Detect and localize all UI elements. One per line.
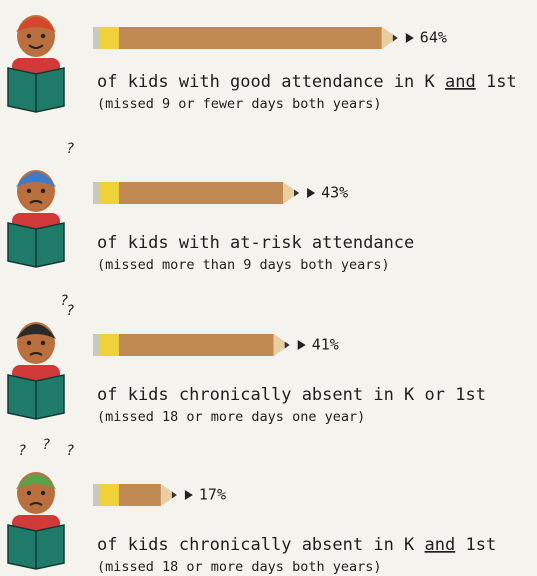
kid-figure (8, 472, 64, 569)
pencil-ferrule (93, 27, 99, 49)
kid-eye (41, 189, 45, 193)
pencil-band (97, 182, 119, 204)
category-note: (missed 18 or more days both years) (97, 559, 381, 575)
bar (97, 27, 382, 49)
kid-eye (27, 341, 31, 345)
category-note: (missed 18 or more days one year) (97, 409, 365, 425)
pencil-ferrule (93, 334, 99, 356)
label-part: of kids with good attendance in K (97, 72, 445, 92)
category-label: of kids with good attendance in K and 1s… (97, 72, 517, 92)
label-part: of kids chronically absent in K (97, 535, 425, 555)
question-mark: ? (66, 443, 74, 459)
label-part: 1st (455, 535, 496, 555)
value-arrow (307, 188, 315, 198)
label-part: 1st (476, 72, 517, 92)
underlined-word: and (445, 72, 476, 92)
value-arrow (406, 33, 414, 43)
pencil-lead (294, 190, 299, 197)
pencil-ferrule (93, 182, 99, 204)
pencil-band (97, 27, 119, 49)
pencil-lead (393, 35, 398, 42)
value-label: 41% (312, 336, 339, 354)
kid-eye (27, 491, 31, 495)
kid-eye (41, 34, 45, 38)
category-label: of kids with at-risk attendance (97, 233, 414, 253)
kid-eye (41, 341, 45, 345)
kid-figure (8, 170, 64, 267)
pencil-band (97, 484, 119, 506)
value-label: 17% (199, 486, 226, 504)
category-label: of kids chronically absent in K or 1st (97, 385, 486, 405)
underlined-word: and (425, 535, 456, 555)
kid-eye (41, 491, 45, 495)
question-mark: ? (42, 437, 50, 453)
question-mark: ? (18, 443, 26, 459)
question-mark: ? (66, 141, 74, 157)
infographic: 64% of kids with good attendance in K and… (0, 0, 537, 576)
category-note: (missed 9 or fewer days both years) (97, 96, 381, 112)
kid-figure (8, 322, 64, 419)
pencil-ferrule (93, 484, 99, 506)
value-arrow (185, 490, 193, 500)
value-arrow (298, 340, 306, 350)
category-label: of kids chronically absent in K and 1st (97, 535, 496, 555)
pencil-lead (285, 342, 290, 349)
pencil-band (97, 334, 119, 356)
category-note: (missed more than 9 days both years) (97, 257, 390, 273)
pencil-lead (172, 492, 177, 499)
question-mark: ? (66, 303, 74, 319)
kid-figure (8, 15, 64, 112)
value-label: 43% (321, 184, 348, 202)
bar (97, 334, 274, 356)
kid-eye (27, 34, 31, 38)
kid-eye (27, 189, 31, 193)
bar (97, 182, 283, 204)
value-label: 64% (420, 29, 447, 47)
